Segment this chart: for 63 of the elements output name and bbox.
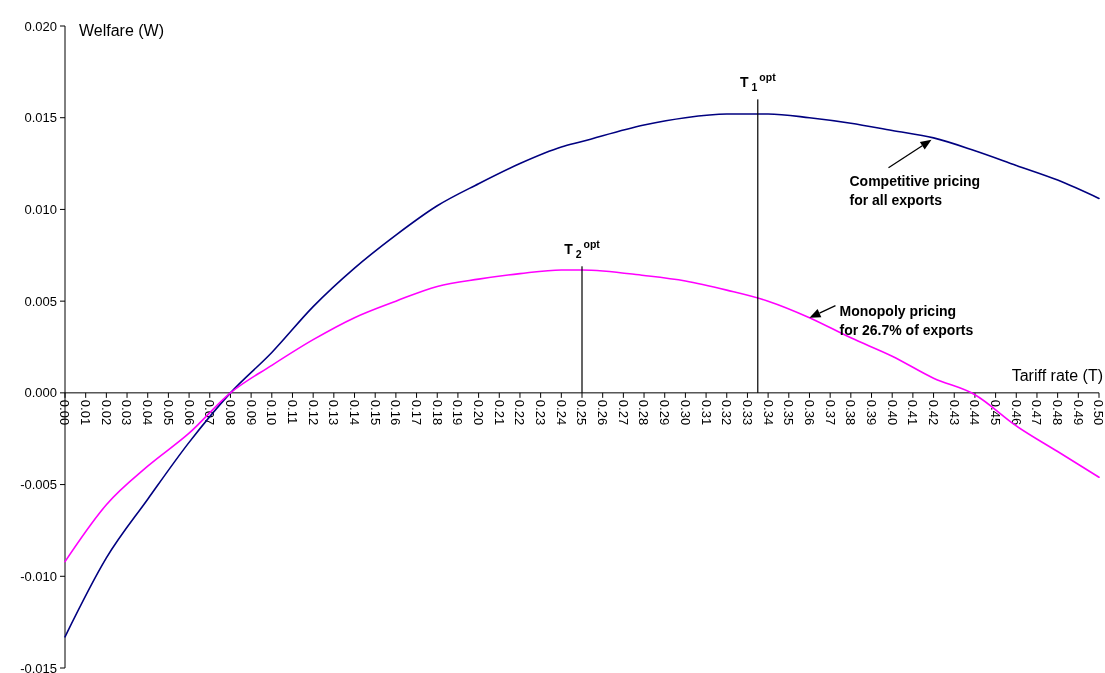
x-tick-label: 0.01 — [78, 399, 94, 426]
x-tick-label: 0.08 — [222, 399, 238, 426]
x-tick-label: 0.03 — [119, 399, 135, 426]
x-tick-label: 0.24 — [553, 399, 569, 426]
x-tick-label: 0.33 — [739, 399, 755, 426]
y-tick-label: -0.005 — [20, 477, 57, 493]
y-tick-label: 0.010 — [24, 201, 57, 217]
x-tick-label: 0.49 — [1070, 399, 1086, 426]
x-tick-label: 0.43 — [946, 399, 962, 426]
x-tick-label: 0.11 — [284, 399, 300, 425]
x-tick-label: 0.31 — [698, 399, 714, 426]
x-tick-label: 0.32 — [719, 399, 735, 426]
x-tick-label: 0.40 — [884, 399, 900, 426]
x-tick-label: 0.47 — [1029, 399, 1045, 426]
x-tick-label: 0.44 — [967, 399, 983, 426]
x-tick-label: 0.18 — [429, 399, 445, 426]
x-tick-label: 0.21 — [491, 399, 507, 426]
x-tick-label: 0.23 — [533, 399, 549, 426]
x-tick-label: 0.09 — [243, 399, 259, 426]
x-tick-label: 0.42 — [926, 399, 942, 426]
x-tick-label: 0.41 — [905, 399, 921, 426]
x-tick-label: 0.39 — [863, 399, 879, 426]
x-tick-label: 0.25 — [574, 399, 590, 426]
x-tick-label: 0.46 — [1008, 399, 1024, 426]
x-tick-label: 0.48 — [1050, 399, 1066, 426]
x-tick-label: 0.34 — [760, 399, 776, 426]
y-tick-label: -0.015 — [20, 660, 57, 673]
x-tick-label: 0.13 — [326, 399, 342, 426]
y-tick-label: 0.020 — [24, 18, 57, 34]
x-tick-label: 0.27 — [615, 399, 631, 426]
x-tick-label: 0.29 — [657, 399, 673, 426]
x-tick-label: 0.20 — [471, 399, 487, 426]
x-tick-label: 0.36 — [801, 399, 817, 426]
x-tick-label: 0.14 — [346, 399, 362, 426]
y-tick-label: 0.005 — [24, 293, 57, 309]
x-tick-label: 0.06 — [181, 399, 197, 426]
x-tick-label: 0.16 — [388, 399, 404, 426]
y-tick-label: 0.000 — [24, 385, 57, 401]
x-tick-label: 0.22 — [512, 399, 528, 426]
x-tick-label: 0.37 — [822, 399, 838, 426]
x-tick-label: 0.50 — [1091, 399, 1105, 426]
x-axis-title: Tariff rate (T) — [1011, 366, 1103, 384]
x-tick-label: 0.02 — [98, 399, 114, 426]
x-tick-label: 0.12 — [305, 399, 321, 426]
x-tick-label: 0.15 — [367, 399, 383, 426]
x-tick-label: 0.19 — [450, 399, 466, 426]
annotation: Monopoly pricing for 26.7% of exports — [839, 302, 974, 338]
x-tick-label: 0.07 — [202, 399, 218, 426]
x-tick-label: 0.26 — [595, 399, 611, 426]
x-tick-label: 0.10 — [264, 399, 280, 426]
x-tick-label: 0.04 — [140, 399, 156, 426]
x-tick-label: 0.28 — [636, 399, 652, 426]
y-axis-title: Welfare (W) — [79, 22, 165, 39]
x-tick-label: 0.35 — [781, 399, 797, 426]
x-tick-label: 0.38 — [843, 399, 859, 426]
x-tick-label: 0.45 — [988, 399, 1004, 426]
y-tick-label: -0.010 — [20, 568, 57, 584]
x-tick-label: 0.00 — [57, 399, 73, 426]
x-tick-label: 0.17 — [409, 399, 425, 426]
x-tick-label: 0.05 — [160, 399, 176, 426]
y-tick-label: 0.015 — [24, 110, 57, 126]
annotation: Competitive pricing for all exports — [849, 172, 981, 208]
x-tick-label: 0.30 — [677, 399, 693, 426]
